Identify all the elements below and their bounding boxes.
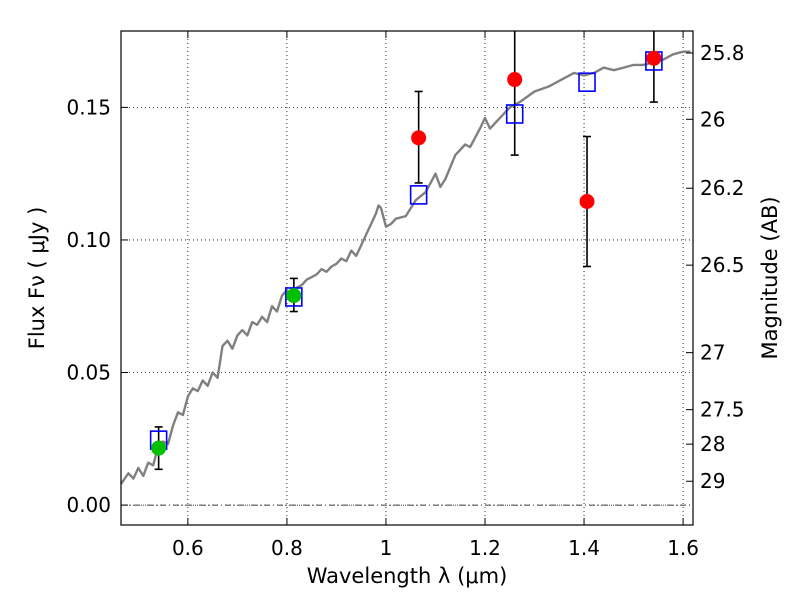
magnitude-tick-label: 27.5 xyxy=(700,398,745,422)
y-tick-label: 0.15 xyxy=(66,95,111,119)
magnitude-axis-label: Magnitude (AB) xyxy=(758,196,782,359)
y-axis-label: Flux Fν ( μJy ) xyxy=(25,207,49,350)
magnitude-axis-ticks: 25.8 26 26.2 26.5 27 27.5 28 29 xyxy=(686,41,745,493)
plot-background xyxy=(121,31,693,525)
observation-series xyxy=(151,50,662,456)
model-spectrum-series xyxy=(120,50,691,485)
x-tick-label: 1.2 xyxy=(469,536,501,560)
magnitude-tick-label: 26.2 xyxy=(700,176,745,200)
grid-lines xyxy=(121,31,693,525)
model-photometry-square xyxy=(578,72,596,92)
observation-point xyxy=(646,50,662,66)
spectrum-line xyxy=(120,50,691,485)
x-tick-label: 0.6 xyxy=(172,536,204,560)
observation-point xyxy=(151,440,167,456)
observation-point xyxy=(286,288,302,304)
x-tick-label: 1.4 xyxy=(568,536,600,560)
magnitude-tick-label: 26.5 xyxy=(700,253,745,277)
magnitude-tick-label: 28 xyxy=(700,432,725,456)
model-photometry-square xyxy=(285,287,303,307)
x-tick-label: 1.6 xyxy=(667,536,699,560)
plot-frame xyxy=(120,30,694,526)
x-axis-ticks: 0.6 0.8 1 1.2 1.4 1.6 xyxy=(172,31,699,560)
error-bars xyxy=(154,31,658,471)
observation-point xyxy=(411,130,427,146)
y-tick-label: 0.05 xyxy=(66,361,111,385)
observation-point xyxy=(579,194,595,210)
y-axis-ticks: 0.00 0.05 0.10 0.15 xyxy=(66,95,128,517)
magnitude-tick-label: 26 xyxy=(700,107,725,131)
y-tick-label: 0.00 xyxy=(66,493,111,517)
x-axis-label: Wavelength λ (μm) xyxy=(307,564,508,588)
magnitude-tick-label: 27 xyxy=(700,341,725,365)
observation-point xyxy=(507,72,523,88)
x-tick-label: 0.8 xyxy=(271,536,303,560)
y-tick-label: 0.10 xyxy=(66,228,111,252)
model-photometry-square xyxy=(505,104,524,124)
model-photometry-square xyxy=(409,185,428,205)
x-tick-label: 1 xyxy=(380,536,393,560)
magnitude-tick-label: 29 xyxy=(700,469,725,493)
magnitude-tick-label: 25.8 xyxy=(700,41,745,65)
